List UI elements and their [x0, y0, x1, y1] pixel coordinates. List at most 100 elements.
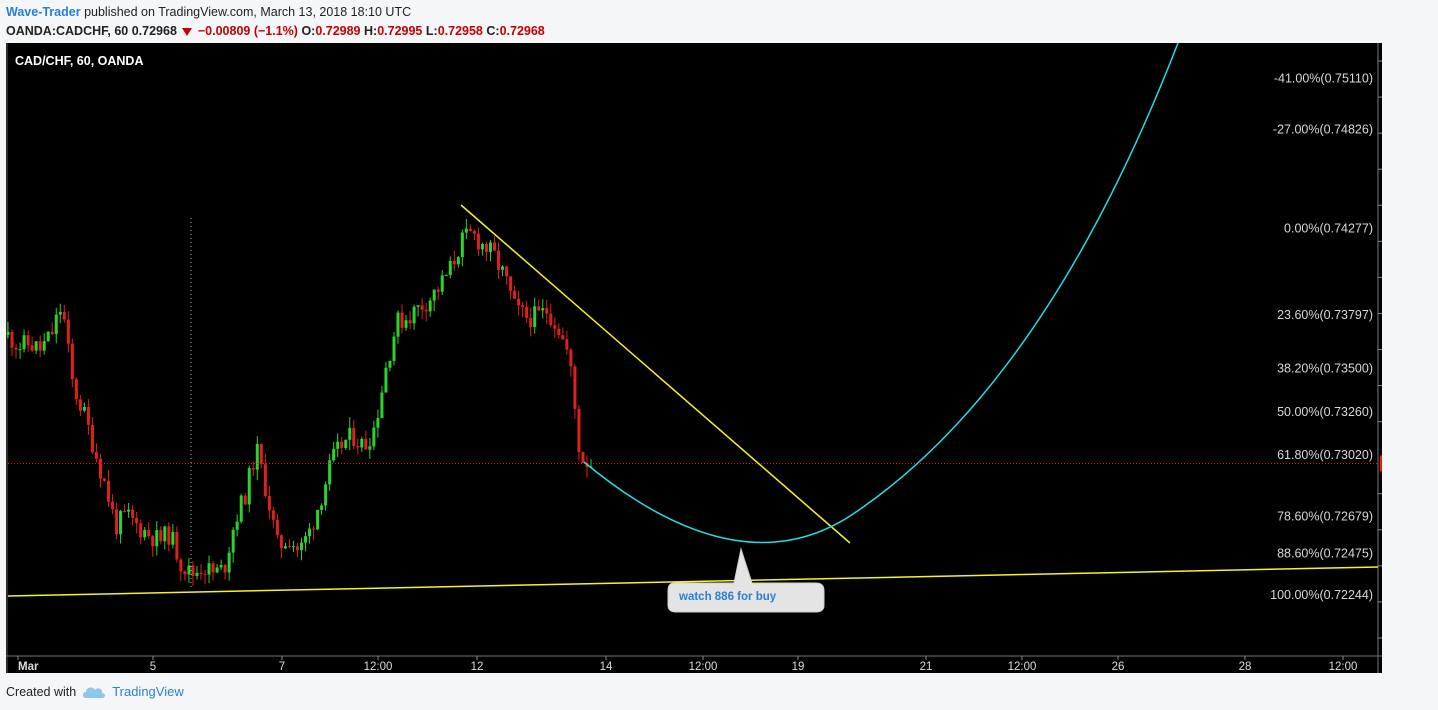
candle-body	[440, 275, 444, 292]
candle-body	[235, 521, 239, 530]
candle-body	[251, 468, 255, 470]
candle-body	[348, 427, 352, 440]
candle-body	[521, 305, 525, 307]
candle-body	[119, 510, 123, 535]
candle-body	[111, 501, 115, 510]
publish-info: published on TradingView.com, March 13, …	[84, 5, 412, 19]
candle-body	[42, 341, 46, 351]
candle-body	[243, 495, 247, 505]
candle-body	[275, 519, 279, 536]
candle-body	[287, 546, 291, 548]
candle-body	[497, 250, 501, 270]
candle-body	[529, 317, 533, 328]
candle-body	[30, 345, 34, 351]
candle-body	[74, 379, 78, 400]
candle-body	[400, 312, 404, 328]
tradingview-link[interactable]: TradingView	[112, 684, 184, 699]
candle-body	[541, 308, 545, 311]
down-arrow-icon	[182, 27, 193, 36]
candle-body	[420, 305, 424, 310]
candle-body	[468, 228, 472, 231]
candle-body	[376, 418, 380, 428]
x-tick-label: 19	[792, 661, 805, 673]
candle-body	[356, 445, 360, 448]
candle-body	[428, 300, 432, 312]
candle-body	[360, 438, 364, 448]
candle-body	[368, 446, 372, 450]
candle-body	[207, 563, 211, 575]
candle-body	[328, 460, 332, 485]
candle-body	[472, 230, 476, 234]
candle-body	[203, 574, 207, 576]
candle-body	[372, 427, 376, 447]
candle-body	[517, 298, 521, 306]
candle-body	[308, 528, 312, 537]
fib-level-label: 0.00%(0.74277)	[1284, 221, 1373, 235]
x-tick-label: 12:00	[1329, 661, 1358, 673]
candle-body	[464, 228, 468, 233]
candle-body	[404, 320, 408, 328]
candle-body	[380, 392, 384, 419]
fib-level-label: -27.00%(0.74826)	[1273, 122, 1373, 136]
x-tick-label: 14	[600, 661, 613, 673]
candle-body	[191, 565, 195, 576]
candle-body	[34, 341, 38, 351]
annotation-callout	[667, 547, 825, 613]
candle-body	[239, 495, 243, 522]
candle-body	[219, 564, 223, 568]
price-chart[interactable]: 0.752000.750000.748000.746000.744000.742…	[6, 43, 1382, 673]
candle-body	[86, 407, 90, 425]
candle-body	[58, 312, 62, 315]
x-tick-label: 12:00	[364, 661, 393, 673]
candle-body	[384, 367, 388, 393]
candle-body	[537, 306, 541, 311]
candle-body	[565, 339, 569, 350]
candle-body	[388, 360, 392, 368]
candle-body	[163, 526, 167, 542]
fib-level-label: 78.60%(0.72679)	[1277, 510, 1373, 524]
candle-body	[300, 542, 304, 551]
candle-body	[54, 314, 58, 335]
candle-body	[199, 572, 203, 575]
candle-body	[283, 546, 287, 549]
candle-body	[179, 559, 183, 572]
candle-body	[581, 452, 585, 464]
candle-body	[344, 439, 348, 448]
low-value: 0.72958	[437, 24, 483, 38]
candle-body	[127, 509, 131, 512]
candle-body	[291, 546, 295, 548]
last-price: 0.72968	[131, 24, 177, 38]
candle-body	[18, 349, 22, 351]
candle-body	[295, 546, 299, 551]
candle-body	[62, 312, 66, 320]
candle-body	[320, 505, 324, 510]
candle-body	[123, 510, 127, 512]
open-label: O:	[301, 24, 316, 38]
candle-body	[131, 509, 135, 518]
candle-body	[456, 257, 460, 265]
fib-level-label: 50.00%(0.73260)	[1277, 405, 1373, 419]
candle-body	[247, 468, 251, 505]
high-value: 0.72995	[377, 24, 423, 38]
candle-body	[396, 312, 400, 337]
candle-body	[147, 530, 151, 537]
chart-area[interactable]: 0.752000.750000.748000.746000.744000.742…	[6, 43, 1382, 673]
candle-body	[525, 306, 529, 318]
symbol-line: OANDA:CADCHF, 60 0.72968 −0.00809 (−1.1%…	[6, 22, 545, 41]
candle-body	[432, 289, 436, 301]
symbol-name: OANDA:CADCHF, 60	[6, 24, 129, 38]
candle-body	[26, 335, 30, 346]
candle-body	[159, 530, 163, 542]
price-change: −0.00809 (−1.1%)	[197, 24, 298, 38]
candle-body	[50, 331, 54, 335]
annotation-text: watch 886 for buy	[678, 591, 777, 603]
candle-body	[143, 530, 147, 538]
author-link[interactable]: Wave-Trader	[6, 5, 81, 19]
candle-body	[82, 407, 86, 411]
candle-body	[424, 309, 428, 312]
close-value: 0.72968	[499, 24, 545, 38]
candle-body	[484, 244, 488, 252]
candle-body	[14, 347, 18, 350]
candle-body	[115, 509, 119, 535]
created-with-label: Created with	[6, 684, 77, 699]
